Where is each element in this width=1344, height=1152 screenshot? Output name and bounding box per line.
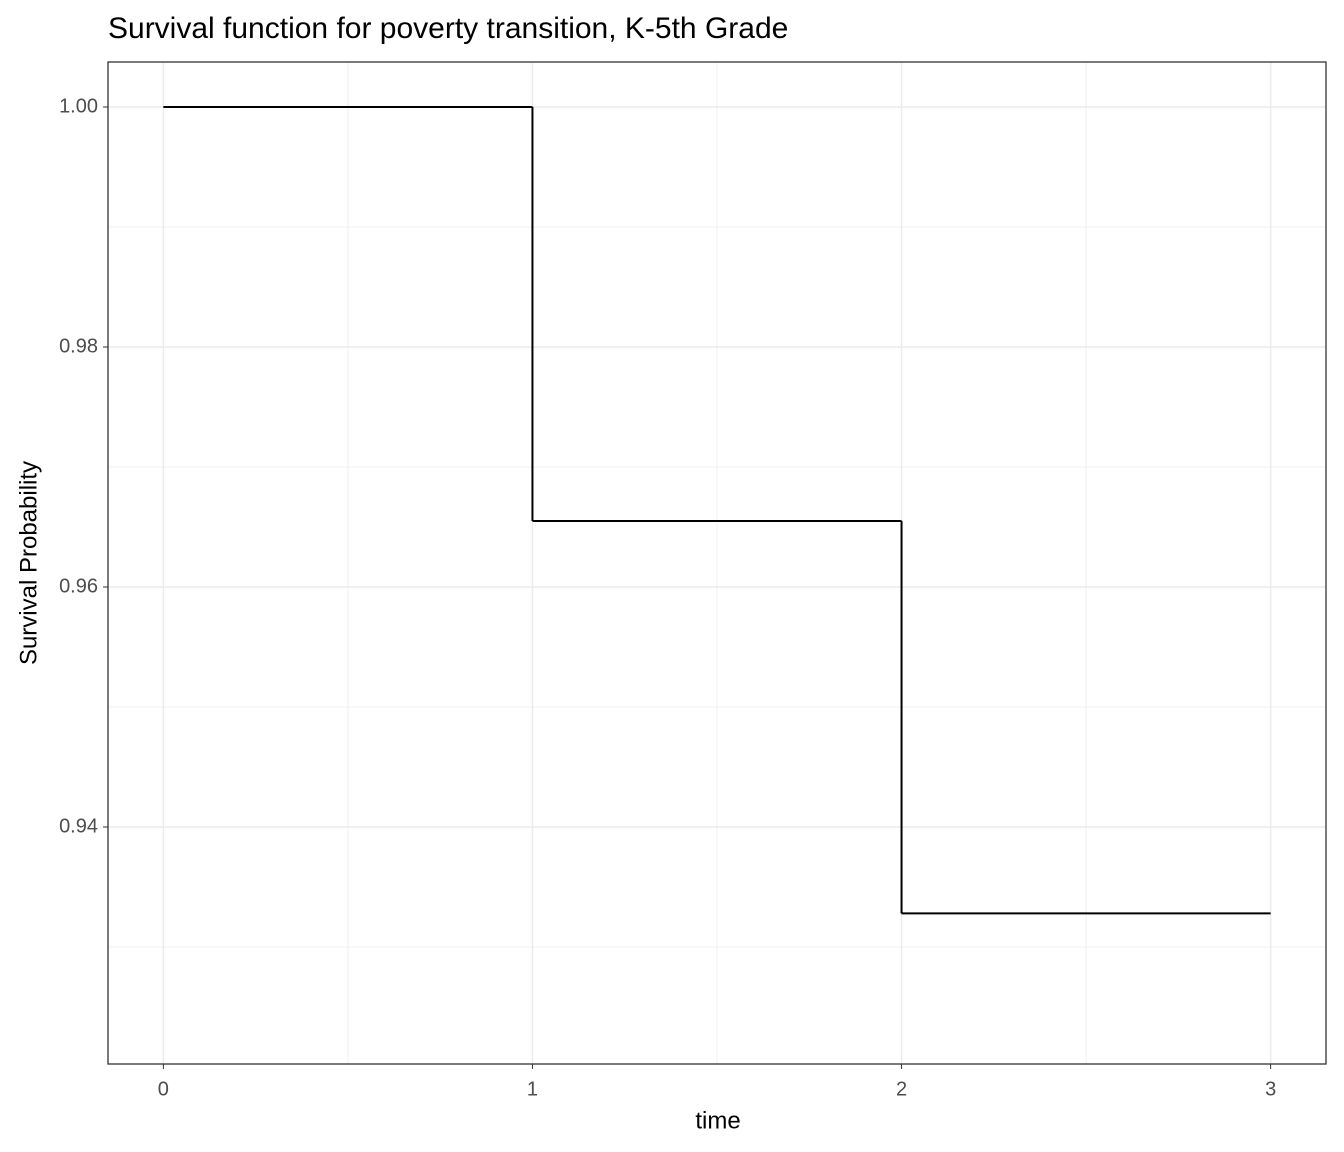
x-tick-label: 3 bbox=[1265, 1078, 1276, 1100]
x-axis-title: time bbox=[695, 1107, 740, 1134]
x-tick-label: 1 bbox=[527, 1078, 538, 1100]
panel-border bbox=[107, 61, 1327, 1065]
chart-title: Survival function for poverty transition… bbox=[108, 12, 788, 45]
plot-marks bbox=[163, 106, 1271, 915]
x-tick-label: 2 bbox=[896, 1078, 907, 1100]
y-tick-label: 0.96 bbox=[59, 575, 98, 597]
y-axis-title: Survival Probability bbox=[15, 461, 42, 665]
x-tick-label: 0 bbox=[158, 1078, 169, 1100]
y-tick-label: 0.94 bbox=[59, 815, 98, 837]
y-tick-label: 0.98 bbox=[59, 335, 98, 357]
y-tick-label: 1.00 bbox=[59, 95, 98, 117]
